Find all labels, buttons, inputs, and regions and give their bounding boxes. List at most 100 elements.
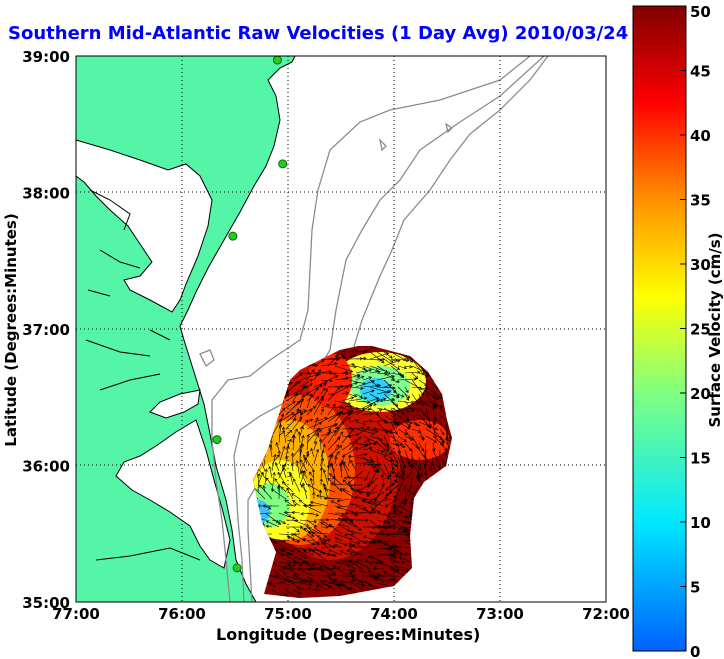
velocity-arrow <box>334 356 342 360</box>
velocity-arrow <box>299 443 305 458</box>
velocity-arrow <box>432 547 447 554</box>
colorbar-tick-label: 35 <box>690 192 711 210</box>
velocity-arrow <box>257 473 261 493</box>
velocity-arrow <box>383 435 389 448</box>
velocity-arrow <box>333 578 350 591</box>
velocity-arrow <box>425 519 442 533</box>
grid-lines <box>76 56 606 602</box>
velocity-arrow <box>349 502 364 507</box>
velocity-arrow <box>313 396 320 402</box>
velocity-arrow <box>390 407 401 413</box>
velocity-arrow <box>264 380 273 388</box>
velocity-arrow <box>417 463 427 483</box>
velocity-arrow <box>358 490 371 495</box>
velocity-arrow <box>339 550 350 556</box>
velocity-arrow <box>341 363 356 367</box>
velocity-arrow <box>425 554 442 561</box>
velocity-arrow <box>425 532 434 537</box>
velocity-arrow <box>306 408 313 416</box>
velocity-arrow <box>444 498 449 512</box>
station-markers <box>212 56 288 573</box>
velocity-arrow <box>429 530 441 535</box>
velocity-arrow <box>306 352 314 360</box>
velocity-arrow <box>334 404 353 409</box>
velocity-arrow <box>369 370 381 374</box>
velocity-arrow <box>411 574 425 578</box>
velocity-arrow <box>383 359 401 367</box>
velocity-arrow <box>432 365 439 376</box>
station-marker <box>228 231 238 241</box>
velocity-arrow <box>348 452 368 458</box>
velocity-arrow <box>313 355 320 360</box>
velocity-arrow <box>264 418 275 437</box>
velocity-arrow <box>365 491 378 496</box>
velocity-arrow <box>253 560 266 564</box>
velocity-arrow <box>396 530 413 535</box>
velocity-arrow <box>411 421 421 427</box>
velocity-arrow <box>312 491 316 500</box>
velocity-arrow <box>292 499 301 507</box>
velocity-arrow <box>327 477 343 493</box>
velocity-arrow <box>371 498 392 505</box>
colorbar-tick-label: 30 <box>690 256 711 274</box>
velocity-arrow <box>390 393 400 399</box>
velocity-arrow <box>334 385 349 395</box>
velocity-arrow <box>327 375 339 381</box>
velocity-arrow <box>303 454 315 472</box>
velocity-arrow <box>290 452 295 465</box>
velocity-arrow <box>338 462 343 479</box>
velocity-arrow <box>278 364 294 374</box>
velocity-arrow <box>348 364 357 369</box>
velocity-arrow <box>346 564 357 570</box>
velocity-arrow <box>347 470 364 484</box>
velocity-arrow <box>313 346 324 353</box>
velocity-arrow <box>271 356 279 374</box>
velocity-arrow <box>362 439 371 444</box>
velocity-arrow <box>285 512 292 518</box>
velocity-arrow <box>411 442 419 449</box>
velocity-arrow <box>362 376 372 381</box>
x-tick-label: 73:00 <box>476 605 524 623</box>
velocity-arrow <box>264 373 268 381</box>
velocity-arrow <box>432 526 442 531</box>
velocity-arrow <box>299 434 305 451</box>
velocity-arrow <box>268 581 280 586</box>
velocity-arrow <box>253 573 259 577</box>
velocity-arrow <box>355 400 371 404</box>
velocity-arrow <box>257 435 271 451</box>
velocity-arrow <box>317 567 336 571</box>
velocity-arrow <box>257 402 264 409</box>
velocity-arrow <box>446 414 452 424</box>
velocity-arrow <box>299 393 305 409</box>
velocity-arrow <box>292 532 301 536</box>
velocity-arrow <box>439 379 448 385</box>
velocity-arrow <box>425 386 443 399</box>
velocity-arrow <box>285 409 302 423</box>
velocity-arrow <box>320 449 325 465</box>
velocity-arrow <box>404 370 421 374</box>
velocity-arrow <box>285 589 302 598</box>
velocity-arrow <box>348 436 361 451</box>
velocity-arrow <box>299 554 308 559</box>
velocity-arrow <box>412 577 427 591</box>
velocity-arrow <box>389 477 393 495</box>
y-axis-label-wrap: Latitude (Degrees:Minutes) <box>2 97 20 446</box>
colorbar-label: Surface Velocity (cm/s) <box>706 232 724 428</box>
velocity-arrow <box>295 460 301 479</box>
velocity-arrow <box>440 566 448 570</box>
velocity-arrow <box>327 428 332 437</box>
velocity-arrow <box>307 484 322 493</box>
velocity-arrow <box>386 532 399 537</box>
colorbar-tick-label: 10 <box>690 514 711 532</box>
velocity-arrow <box>416 470 420 480</box>
velocity-arrow <box>264 346 284 353</box>
velocity-arrow <box>319 580 336 591</box>
velocity-arrow <box>369 491 385 502</box>
velocity-arrow <box>444 449 448 457</box>
velocity-arrow <box>369 409 383 416</box>
velocity-arrow <box>285 533 296 541</box>
velocity-arrow <box>319 478 323 486</box>
velocity-arrow <box>264 512 282 525</box>
velocity-arrow <box>367 470 378 488</box>
velocity-arrow <box>362 500 378 507</box>
